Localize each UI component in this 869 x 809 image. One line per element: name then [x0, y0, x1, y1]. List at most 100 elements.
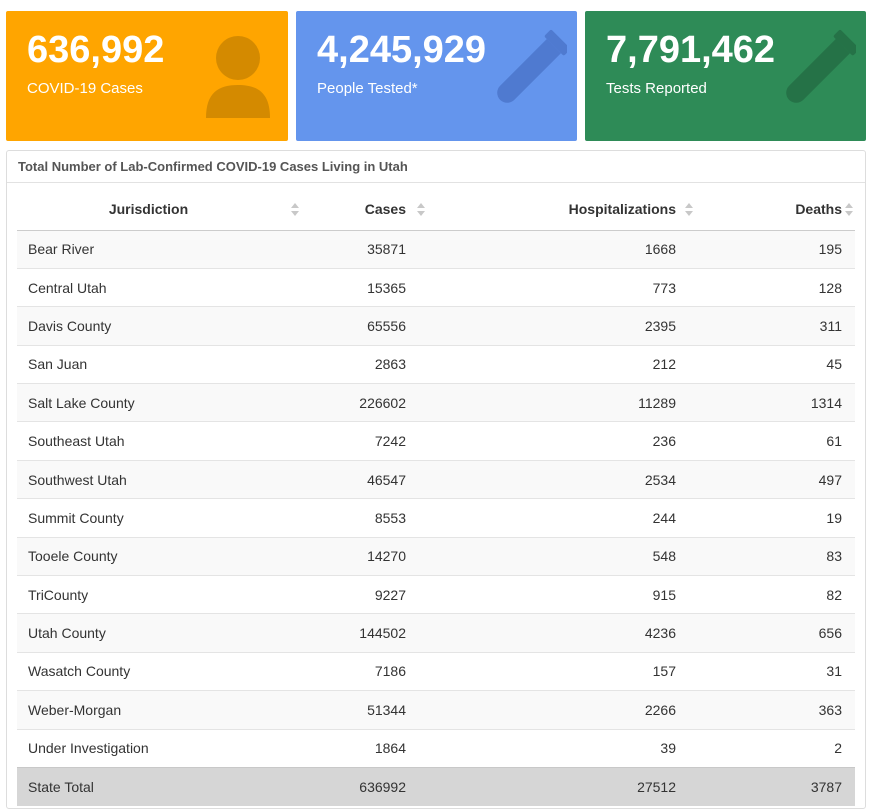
deaths-cell: 45	[700, 344, 855, 384]
cases-cell: 65556	[302, 306, 430, 346]
deaths-cell: 31	[700, 651, 855, 691]
total-cases-cell: 636992	[302, 766, 430, 806]
jurisdiction-cell: Southwest Utah	[17, 459, 302, 499]
tested-stat-card: 4,245,929 People Tested*	[296, 11, 577, 141]
sort-icon[interactable]	[685, 202, 694, 218]
hospitalizations-cell: 39	[430, 728, 700, 768]
table-row: Utah County 144502 4236 656	[17, 613, 855, 653]
jurisdiction-cell: Weber-Morgan	[17, 690, 302, 730]
jurisdiction-cell: Wasatch County	[17, 651, 302, 691]
deaths-header-label: Deaths	[795, 201, 842, 218]
total-deaths-cell: 3787	[700, 766, 855, 806]
cases-label: COVID-19 Cases	[27, 80, 143, 97]
table-row: Southwest Utah 46547 2534 497	[17, 459, 855, 499]
jurisdiction-cell: Southeast Utah	[17, 421, 302, 461]
table-row: Summit County 8553 244 19	[17, 498, 855, 538]
hospitalizations-cell: 773	[430, 267, 700, 307]
deaths-cell: 195	[700, 229, 855, 269]
person-icon	[206, 36, 270, 118]
table-row: Davis County 65556 2395 311	[17, 306, 855, 346]
hospitalizations-cell: 157	[430, 651, 700, 691]
cases-cell: 35871	[302, 229, 430, 269]
jurisdiction-cell: Summit County	[17, 498, 302, 538]
cases-cell: 15365	[302, 267, 430, 307]
cases-cell: 51344	[302, 690, 430, 730]
jurisdiction-cell: Davis County	[17, 306, 302, 346]
panel-title: Total Number of Lab-Confirmed COVID-19 C…	[7, 151, 865, 183]
deaths-cell: 311	[700, 306, 855, 346]
jurisdiction-cell: Utah County	[17, 613, 302, 653]
total-label-cell: State Total	[17, 766, 302, 806]
table-row: Weber-Morgan 51344 2266 363	[17, 690, 855, 730]
cases-cell: 46547	[302, 459, 430, 499]
cases-cell: 14270	[302, 536, 430, 576]
state-total-row: State Total 636992 27512 3787	[17, 766, 855, 806]
hospitalizations-cell: 236	[430, 421, 700, 461]
deaths-cell: 83	[700, 536, 855, 576]
deaths-cell: 128	[700, 267, 855, 307]
test-tube-icon	[497, 29, 567, 103]
cases-stat-card: 636,992 COVID-19 Cases	[6, 11, 288, 141]
total-hospitalizations-cell: 27512	[430, 766, 700, 806]
hospitalizations-cell: 4236	[430, 613, 700, 653]
jurisdiction-header-label: Jurisdiction	[108, 201, 189, 218]
jurisdiction-column-header[interactable]: Jurisdiction	[17, 189, 302, 231]
reported-label: Tests Reported	[606, 80, 707, 97]
deaths-column-header[interactable]: Deaths	[700, 189, 855, 231]
jurisdiction-table: Jurisdiction Cases Hospitalizations Deat…	[17, 189, 855, 806]
jurisdiction-cell: San Juan	[17, 344, 302, 384]
table-header-row: Jurisdiction Cases Hospitalizations Deat…	[17, 189, 855, 231]
hospitalizations-cell: 2534	[430, 459, 700, 499]
deaths-cell: 497	[700, 459, 855, 499]
jurisdiction-cell: TriCounty	[17, 575, 302, 614]
cases-value: 636,992	[27, 29, 165, 71]
cases-header-label: Cases	[364, 201, 406, 218]
table-row: Salt Lake County 226602 11289 1314	[17, 383, 855, 422]
cases-cell: 2863	[302, 344, 430, 384]
tested-value: 4,245,929	[317, 29, 487, 71]
sort-icon[interactable]	[845, 202, 854, 218]
cases-column-header[interactable]: Cases	[302, 189, 430, 231]
jurisdiction-cell: Tooele County	[17, 536, 302, 576]
hospitalizations-cell: 212	[430, 344, 700, 384]
jurisdiction-cell: Bear River	[17, 229, 302, 269]
sort-icon[interactable]	[417, 202, 426, 218]
table-row: San Juan 2863 212 45	[17, 344, 855, 384]
deaths-cell: 1314	[700, 383, 855, 422]
reported-value: 7,791,462	[606, 29, 776, 71]
hospitalizations-header-label: Hospitalizations	[568, 201, 676, 218]
hospitalizations-cell: 11289	[430, 383, 700, 422]
cases-cell: 7242	[302, 421, 430, 461]
test-tube-icon	[786, 29, 856, 103]
table-row: Bear River 35871 1668 195	[17, 229, 855, 269]
hospitalizations-cell: 1668	[430, 229, 700, 269]
sort-icon[interactable]	[291, 202, 300, 218]
cases-cell: 7186	[302, 651, 430, 691]
jurisdiction-cell: Salt Lake County	[17, 383, 302, 422]
deaths-cell: 2	[700, 728, 855, 768]
deaths-cell: 363	[700, 690, 855, 730]
deaths-cell: 656	[700, 613, 855, 653]
stats-row: 636,992 COVID-19 Cases 4,245,929 People …	[0, 0, 869, 148]
table-row: Central Utah 15365 773 128	[17, 267, 855, 307]
tested-label: People Tested*	[317, 80, 418, 97]
table-row: Southeast Utah 7242 236 61	[17, 421, 855, 461]
hospitalizations-cell: 2395	[430, 306, 700, 346]
table-row: Wasatch County 7186 157 31	[17, 651, 855, 691]
hospitalizations-cell: 2266	[430, 690, 700, 730]
deaths-cell: 61	[700, 421, 855, 461]
cases-cell: 1864	[302, 728, 430, 768]
cases-cell: 144502	[302, 613, 430, 653]
jurisdiction-cell: Central Utah	[17, 267, 302, 307]
reported-stat-card: 7,791,462 Tests Reported	[585, 11, 866, 141]
cases-cell: 8553	[302, 498, 430, 538]
table-row: Tooele County 14270 548 83	[17, 536, 855, 576]
cases-cell: 9227	[302, 575, 430, 614]
cases-panel: Total Number of Lab-Confirmed COVID-19 C…	[6, 150, 866, 809]
hospitalizations-column-header[interactable]: Hospitalizations	[430, 189, 700, 231]
hospitalizations-cell: 244	[430, 498, 700, 538]
table-row: Under Investigation 1864 39 2	[17, 728, 855, 768]
hospitalizations-cell: 915	[430, 575, 700, 614]
hospitalizations-cell: 548	[430, 536, 700, 576]
table-row: TriCounty 9227 915 82	[17, 575, 855, 614]
